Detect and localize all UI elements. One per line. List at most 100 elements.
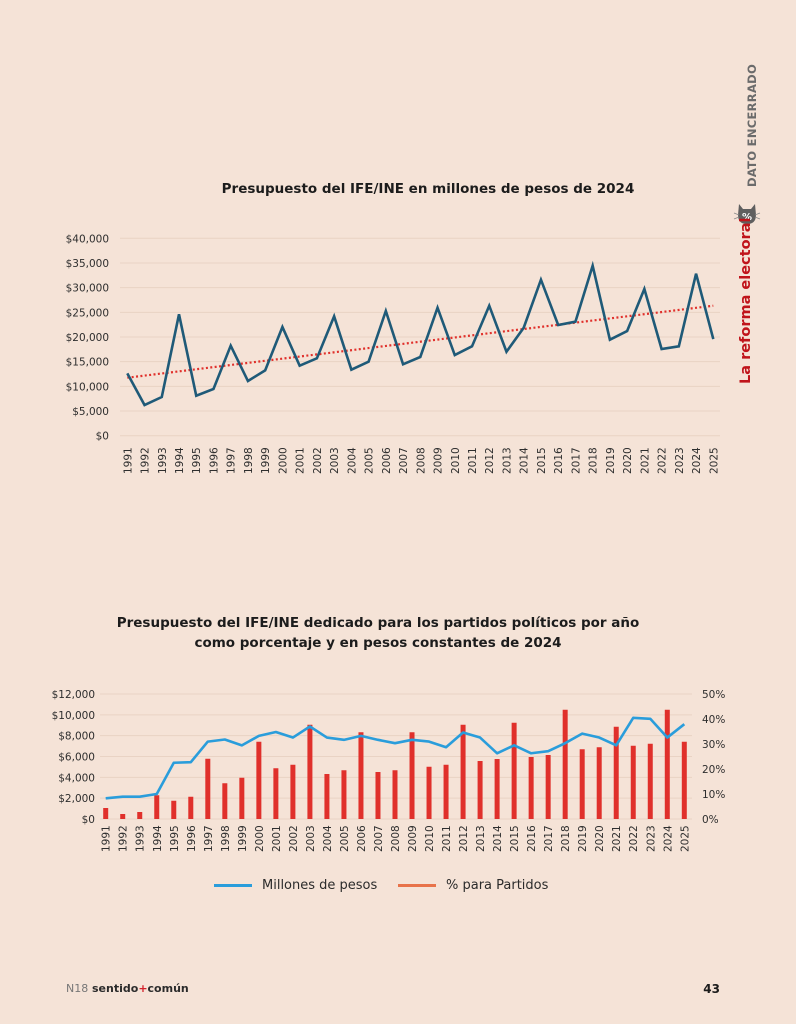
bar <box>341 770 347 819</box>
bar <box>664 709 670 819</box>
x-tick-label: 2025 <box>679 825 691 852</box>
x-tick-label: 2000 <box>277 447 289 474</box>
x-tick-label: 2017 <box>570 447 582 474</box>
x-tick-label: 2018 <box>588 447 600 474</box>
bar <box>307 724 313 819</box>
legend-swatch-bar <box>398 884 436 887</box>
x-tick-label: 2024 <box>662 825 674 852</box>
bar <box>613 726 619 819</box>
x-tick-label: 1998 <box>243 447 255 474</box>
x-tick-label: 1996 <box>208 447 220 474</box>
y-tick-label: $0 <box>96 431 109 443</box>
chart2-parties-combo: $0 $2,000 $4,000 $6,000 $8,000 $10,000 $12,000… <box>52 689 726 852</box>
y-tick-label-left: $2,000 <box>58 793 95 805</box>
y-tick-label: $5,000 <box>72 406 109 418</box>
chart2-title-line2: como porcentaje y en pesos constantes de… <box>194 635 562 651</box>
y-tick-label-left: $4,000 <box>58 772 95 784</box>
x-tick-label: 1992 <box>140 447 152 474</box>
x-tick-label: 2006 <box>381 447 393 474</box>
bar <box>562 709 568 819</box>
bar <box>256 741 262 819</box>
x-tick-label: 2022 <box>657 447 669 474</box>
x-tick-label: 1998 <box>220 825 232 852</box>
y-tick-label: $25,000 <box>66 307 109 319</box>
bar <box>528 757 534 819</box>
x-tick-label: 2009 <box>433 447 445 474</box>
x-tick-label: 2021 <box>611 825 623 852</box>
x-tick-label: 2000 <box>254 825 266 852</box>
legend-swatch-line <box>214 884 252 887</box>
svg-text:%: % <box>742 212 752 223</box>
x-tick-label: 2014 <box>519 447 531 474</box>
bar <box>171 800 177 819</box>
bar <box>205 758 211 819</box>
x-tick-label: 2017 <box>543 825 555 852</box>
bar <box>273 768 279 819</box>
x-tick-label: 2012 <box>484 447 496 474</box>
y-tick-label-right: 0% <box>702 814 719 826</box>
x-tick-label: 2014 <box>492 825 504 852</box>
bar <box>324 774 330 819</box>
x-tick-label: 2015 <box>536 447 548 474</box>
x-tick-label: 2006 <box>356 825 368 852</box>
x-tick-label: 2004 <box>346 447 358 474</box>
bar <box>222 783 228 819</box>
x-tick-label: 2009 <box>407 825 419 852</box>
x-tick-label: 2007 <box>373 825 385 852</box>
bar <box>647 743 653 819</box>
y-tick-label-left: $0 <box>82 814 95 826</box>
x-tick-label: 2003 <box>305 825 317 852</box>
x-tick-label: 2016 <box>553 447 565 474</box>
bar <box>596 747 602 819</box>
brand-part-a: sentido <box>92 982 139 995</box>
bar <box>460 724 466 819</box>
y-tick-label: $10,000 <box>66 381 109 393</box>
x-tick-label: 1996 <box>186 825 198 852</box>
issue-number: N18 <box>66 982 89 995</box>
x-tick-label: 1991 <box>101 825 113 852</box>
x-tick-label: 2001 <box>295 447 307 474</box>
cat-percent-icon: % <box>733 204 761 224</box>
x-tick-label: 2019 <box>577 825 589 852</box>
legend-item-pesos: Millones de pesos <box>214 878 377 893</box>
x-tick-label: 2011 <box>441 825 453 852</box>
x-tick-label: 2010 <box>424 825 436 852</box>
x-tick-label: 2023 <box>674 447 686 474</box>
y-tick-label: $20,000 <box>66 332 109 344</box>
bar <box>290 764 296 819</box>
bar <box>630 745 636 819</box>
legend-label-percent: % para Partidos <box>446 878 549 893</box>
bar <box>137 812 143 819</box>
bar <box>409 732 415 819</box>
bar <box>494 759 500 819</box>
x-tick-label: 2011 <box>467 447 479 474</box>
x-tick-label: 1999 <box>237 825 249 852</box>
y-tick-label-right: 10% <box>702 789 725 801</box>
bar <box>154 795 160 819</box>
trend-line <box>127 304 714 379</box>
chart1-title: Presupuesto del IFE/INE en millones de p… <box>221 181 635 197</box>
x-tick-label: 1992 <box>118 825 130 852</box>
bar <box>443 764 449 819</box>
bar <box>477 761 483 819</box>
y-tick-label: $15,000 <box>66 357 109 369</box>
chart1-budget-line: $0 $5,000 $10,000 $15,000 $20,000 $25,000 $30,… <box>66 233 721 474</box>
bar <box>358 732 364 819</box>
y-tick-label-left: $10,000 <box>52 710 95 722</box>
x-tick-label: 2016 <box>526 825 538 852</box>
y-tick-label: $35,000 <box>66 258 109 270</box>
bar <box>579 749 585 819</box>
y-tick-label-right: 30% <box>702 739 725 751</box>
bar <box>375 772 381 819</box>
y-tick-label: $30,000 <box>66 283 109 295</box>
legend-item-percent: % para Partidos <box>398 878 548 893</box>
x-tick-label: 2024 <box>691 447 703 474</box>
bar <box>392 770 398 819</box>
chart2-title: Presupuesto del IFE/INE dedicado para lo… <box>0 613 776 653</box>
x-tick-label: 1997 <box>203 825 215 852</box>
brand-part-b: común <box>147 982 189 995</box>
bar <box>120 814 126 819</box>
x-tick-label: 2015 <box>509 825 521 852</box>
x-tick-label: 2020 <box>594 825 606 852</box>
legend-label-pesos: Millones de pesos <box>262 878 378 893</box>
